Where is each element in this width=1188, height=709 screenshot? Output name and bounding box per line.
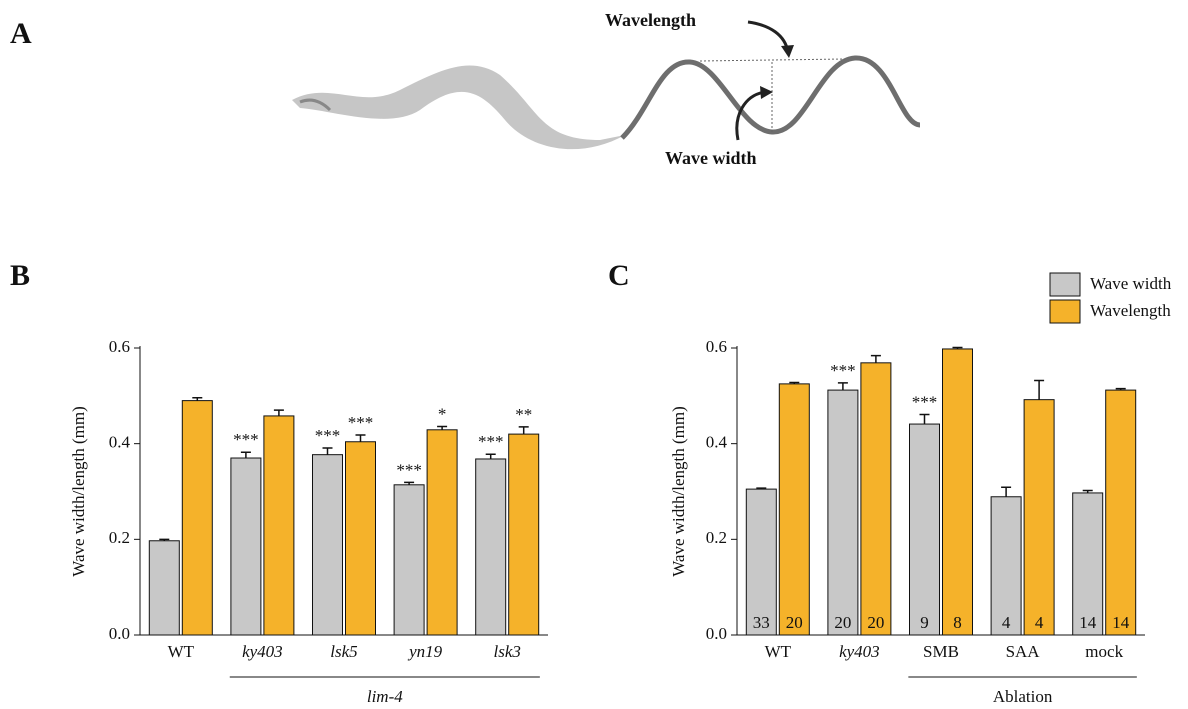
panel-label: B bbox=[10, 259, 30, 292]
x-tick-label: ky403 bbox=[839, 642, 880, 661]
error-bar bbox=[485, 453, 496, 459]
x-tick-label: lsk3 bbox=[494, 642, 521, 661]
error-bar bbox=[518, 426, 529, 435]
x-tick-label: ky403 bbox=[242, 642, 283, 661]
bar bbox=[1105, 389, 1137, 636]
x-tick-label: SAA bbox=[1006, 642, 1041, 661]
error-bar bbox=[870, 354, 881, 363]
bar bbox=[909, 423, 940, 636]
group-label: lim-4 bbox=[367, 687, 403, 706]
bar bbox=[312, 454, 343, 636]
error-bar bbox=[1034, 379, 1045, 400]
bar bbox=[263, 415, 295, 636]
error-bar bbox=[1001, 486, 1012, 497]
bar bbox=[393, 484, 425, 636]
panel-a: A Wavelength Wave width bbox=[10, 10, 921, 168]
significance: *** bbox=[348, 413, 374, 432]
bar bbox=[181, 400, 213, 636]
sample-size: 33 bbox=[753, 613, 770, 632]
significance: *** bbox=[233, 430, 259, 449]
error-bar bbox=[952, 346, 963, 349]
arrow-head bbox=[781, 45, 794, 58]
worm-body bbox=[292, 65, 625, 150]
sample-size: 9 bbox=[920, 613, 929, 632]
error-bar bbox=[159, 538, 170, 541]
error-bar bbox=[404, 481, 415, 485]
error-bar bbox=[837, 382, 848, 391]
arrow bbox=[735, 90, 766, 141]
bar bbox=[942, 348, 973, 636]
wavelength-guide bbox=[699, 58, 846, 62]
y-tick-label: 0.6 bbox=[109, 337, 130, 356]
sample-size: 8 bbox=[953, 613, 962, 632]
error-bar bbox=[240, 451, 251, 459]
legend-label: Wave width bbox=[1090, 274, 1172, 293]
error-bar bbox=[756, 487, 767, 490]
error-bar bbox=[1115, 387, 1126, 391]
sample-size: 4 bbox=[1002, 613, 1011, 632]
bar bbox=[1072, 492, 1104, 636]
x-tick-label: WT bbox=[765, 642, 792, 661]
bar bbox=[1023, 399, 1055, 636]
error-bar bbox=[273, 409, 284, 416]
bar bbox=[148, 540, 180, 636]
significance: *** bbox=[478, 432, 504, 451]
significance: *** bbox=[830, 361, 856, 380]
legend-swatch bbox=[1049, 272, 1081, 297]
bar bbox=[345, 441, 376, 636]
sample-size: 4 bbox=[1035, 613, 1044, 632]
bar bbox=[860, 362, 892, 636]
sample-size: 14 bbox=[1112, 613, 1130, 632]
sample-size: 20 bbox=[867, 613, 884, 632]
significance: * bbox=[438, 404, 447, 423]
legend-label: Wavelength bbox=[1090, 301, 1171, 320]
x-tick-label: SMB bbox=[923, 642, 959, 661]
x-tick-label: WT bbox=[168, 642, 195, 661]
error-bar bbox=[919, 413, 930, 425]
significance: *** bbox=[912, 392, 938, 411]
bar bbox=[508, 433, 540, 636]
y-tick-label: 0.0 bbox=[109, 624, 130, 643]
bar bbox=[426, 429, 458, 636]
panel-label: C bbox=[608, 259, 630, 292]
x-tick-label: mock bbox=[1085, 642, 1123, 661]
error-bar bbox=[192, 396, 203, 401]
bar bbox=[827, 389, 859, 636]
legend-swatch bbox=[1049, 299, 1081, 324]
group-label: Ablation bbox=[993, 687, 1053, 706]
significance: *** bbox=[315, 426, 341, 445]
x-tick-label: yn19 bbox=[407, 642, 443, 661]
bar bbox=[778, 383, 810, 636]
y-tick-label: 0.4 bbox=[109, 433, 131, 452]
y-axis-label: Wave width/length (mm) bbox=[69, 406, 88, 576]
error-bar bbox=[789, 381, 800, 384]
error-bar bbox=[355, 434, 366, 442]
sample-size: 20 bbox=[786, 613, 803, 632]
y-tick-label: 0.2 bbox=[706, 528, 727, 547]
error-bar bbox=[437, 425, 448, 430]
panel-label: A bbox=[10, 17, 32, 50]
x-tick-label: lsk5 bbox=[330, 642, 357, 661]
error-bar bbox=[322, 447, 333, 455]
sample-size: 14 bbox=[1079, 613, 1097, 632]
y-tick-label: 0.0 bbox=[706, 624, 727, 643]
arrow-head bbox=[760, 86, 773, 99]
bar bbox=[990, 496, 1022, 636]
y-tick-label: 0.2 bbox=[109, 528, 130, 547]
y-tick-label: 0.4 bbox=[706, 433, 728, 452]
error-bar bbox=[1082, 489, 1093, 493]
annotation: Wavelength bbox=[605, 10, 696, 30]
annotation: Wave width bbox=[665, 148, 757, 168]
y-tick-label: 0.6 bbox=[706, 337, 727, 356]
significance: *** bbox=[396, 460, 422, 479]
sample-size: 20 bbox=[834, 613, 851, 632]
wave-trace bbox=[620, 55, 921, 140]
worm-pharynx bbox=[299, 98, 332, 112]
y-axis-label: Wave width/length (mm) bbox=[669, 406, 688, 576]
significance: ** bbox=[515, 405, 532, 424]
bar bbox=[475, 458, 507, 636]
bar bbox=[230, 457, 262, 636]
